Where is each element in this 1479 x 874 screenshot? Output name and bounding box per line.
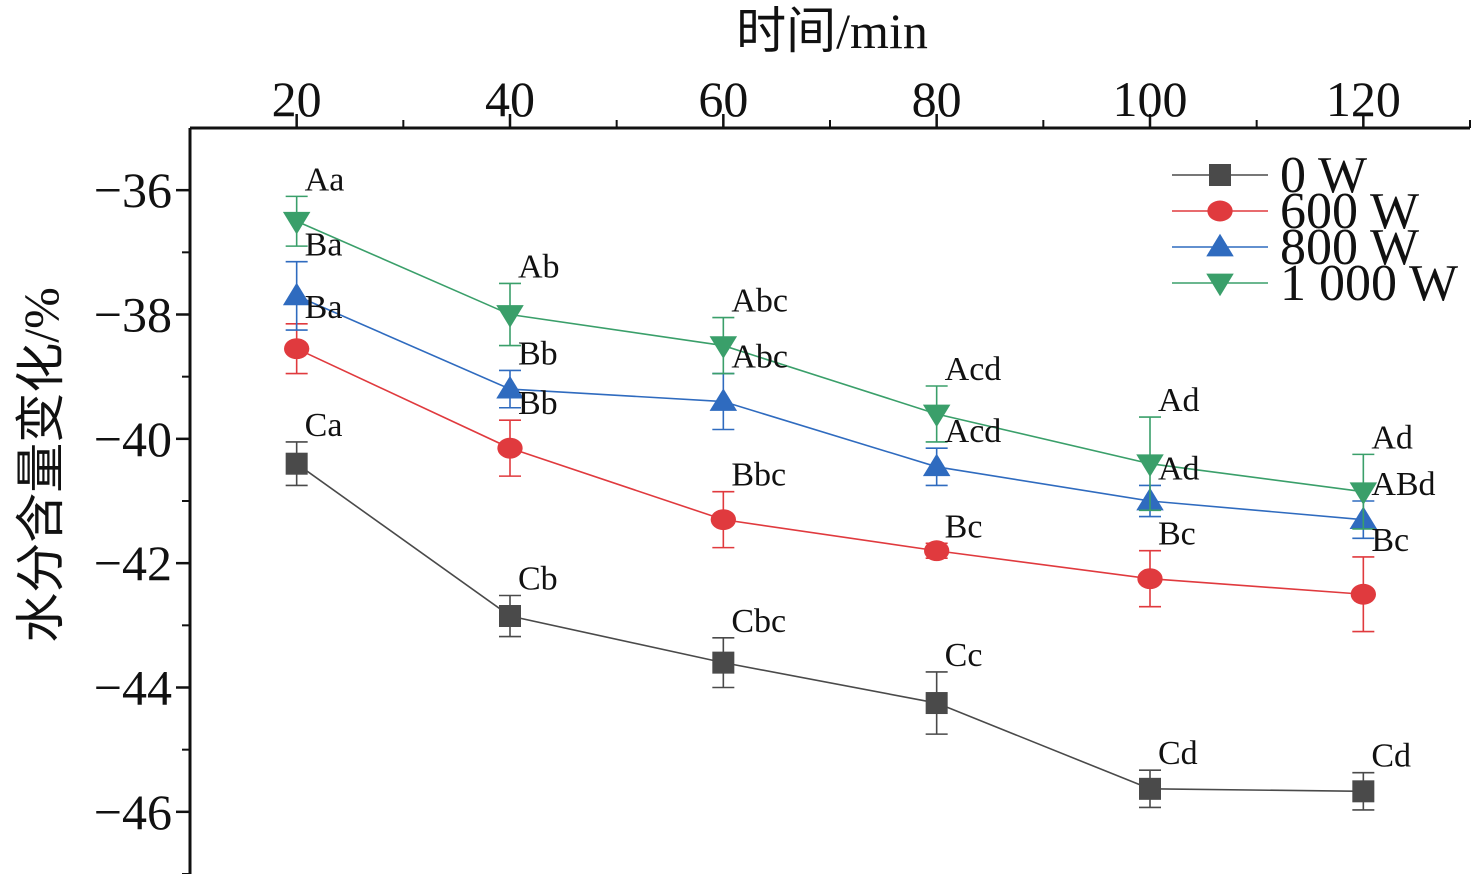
- data-point: [924, 540, 950, 562]
- y-tick-label: −46: [94, 784, 172, 840]
- y-tick-label: −36: [94, 162, 172, 218]
- data-point: [497, 437, 523, 459]
- legend-label: 0 W: [1280, 147, 1367, 204]
- point-label: Acd: [945, 413, 1002, 450]
- legend-label: 600 W: [1280, 183, 1419, 240]
- y-tick-label: −42: [94, 535, 172, 591]
- point-label: Cc: [945, 637, 983, 674]
- point-label: Ba: [305, 289, 343, 326]
- point-label: Abc: [731, 339, 788, 376]
- x-tick-label: 120: [1326, 71, 1401, 127]
- data-point: [1209, 164, 1231, 186]
- data-point: [1206, 233, 1234, 257]
- point-label: Bc: [1371, 522, 1409, 559]
- x-tick-label: 80: [912, 71, 962, 127]
- legend-item: 800 W: [1172, 219, 1419, 276]
- point-label: Ab: [518, 248, 560, 285]
- data-point: [282, 282, 311, 306]
- data-point: [499, 605, 521, 628]
- legend-item: 600 W: [1172, 183, 1419, 240]
- legend-label: 1 000 W: [1280, 255, 1458, 312]
- point-label: Cbc: [731, 603, 786, 640]
- point-label: Ba: [305, 227, 343, 264]
- data-point: [282, 211, 311, 235]
- point-label: Aa: [305, 161, 345, 198]
- x-axis-title: 时间/min: [736, 3, 928, 59]
- point-label: Bbc: [731, 457, 786, 494]
- point-label: Bc: [1158, 516, 1196, 553]
- point-label: Ad: [1158, 382, 1200, 419]
- x-tick-label: 60: [698, 71, 748, 127]
- series-1-000-w: [282, 195, 1378, 530]
- point-label: Cd: [1158, 735, 1198, 772]
- data-point: [709, 388, 738, 411]
- data-point: [285, 452, 308, 475]
- series-line: [296, 463, 1364, 793]
- data-point: [709, 336, 738, 359]
- data-point: [1349, 482, 1378, 505]
- legend-item: 0 W: [1172, 147, 1367, 204]
- y-tick-label: −40: [94, 411, 172, 467]
- data-point: [284, 338, 310, 360]
- data-point: [925, 692, 948, 715]
- data-point: [1207, 200, 1233, 222]
- series-line: [296, 220, 1364, 493]
- point-label: Bb: [518, 385, 558, 422]
- point-label: Bb: [518, 335, 558, 372]
- y-tick-label: −44: [94, 660, 172, 716]
- data-point: [1352, 780, 1375, 803]
- axes: 20 40 60 80 100 120 −36 −38 −40 −42 −44 −46: [94, 71, 1471, 874]
- point-label: Bc: [945, 508, 983, 545]
- data-point: [1137, 568, 1163, 590]
- point-label: Cb: [518, 560, 558, 597]
- data-point: [1206, 273, 1234, 297]
- series-line: [296, 347, 1364, 596]
- series-layer: [282, 195, 1378, 811]
- data-point: [712, 651, 735, 674]
- series-800-w: [282, 260, 1378, 540]
- series-0-w: [285, 441, 1375, 811]
- data-point: [710, 509, 736, 531]
- point-label: ABd: [1371, 466, 1435, 503]
- data-point: [1136, 454, 1164, 477]
- point-labels: Ca Cb Cbc Cc Cd Cd Ba Bb Bbc Bc Bc Bc Ba Bb Abc Acd Ad AB…: [305, 161, 1436, 774]
- point-label: Abc: [731, 283, 788, 320]
- x-tick-label: 20: [272, 71, 322, 127]
- data-point: [922, 453, 951, 477]
- point-label: Cd: [1371, 738, 1411, 775]
- point-label: Acd: [945, 351, 1002, 388]
- point-label: Ad: [1371, 419, 1413, 456]
- data-point: [496, 375, 524, 399]
- x-tick-label: 100: [1113, 71, 1188, 127]
- point-label: Ad: [1158, 450, 1200, 487]
- legend-label: 800 W: [1280, 219, 1419, 276]
- point-label: Ca: [305, 407, 343, 444]
- y-axis-title: 水分含量变化/%: [13, 287, 69, 643]
- data-point: [1139, 777, 1161, 800]
- series-line: [296, 295, 1364, 521]
- legend-item: 1 000 W: [1172, 255, 1458, 312]
- series-600-w: [284, 323, 1376, 633]
- x-tick-label: 40: [485, 71, 535, 127]
- y-tick-label: −38: [94, 287, 172, 343]
- data-point: [496, 305, 524, 328]
- data-point: [1350, 583, 1376, 605]
- data-point: [922, 404, 951, 428]
